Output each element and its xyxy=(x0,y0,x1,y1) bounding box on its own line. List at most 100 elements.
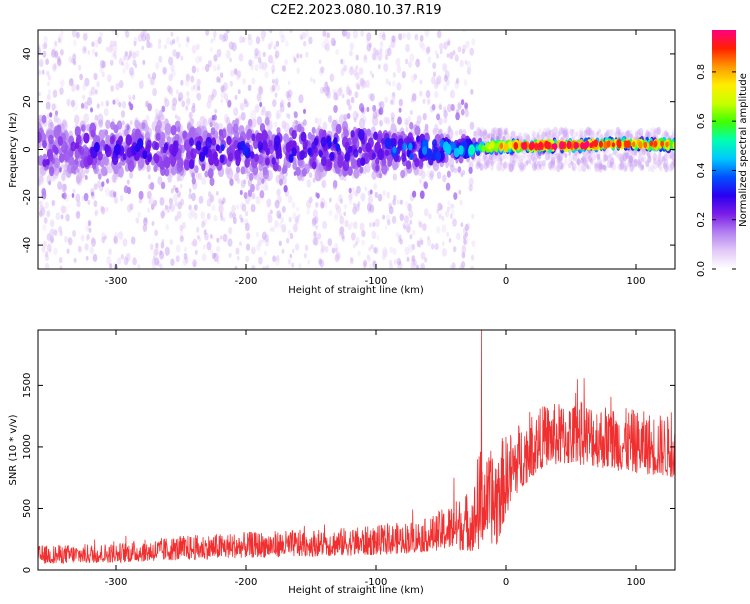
heatmap-cell xyxy=(458,128,463,136)
heatmap-cell xyxy=(368,222,372,228)
heatmap-cell xyxy=(591,130,595,136)
heatmap-cell xyxy=(229,178,234,187)
heatmap-cell xyxy=(126,186,132,195)
heatmap-cell xyxy=(38,58,44,68)
heatmap-cell xyxy=(468,144,475,156)
heatmap-cell xyxy=(459,199,463,206)
colorbar xyxy=(712,30,736,269)
heatmap-cell xyxy=(190,75,195,83)
heatmap-cell xyxy=(296,67,301,74)
heatmap-cell xyxy=(51,199,56,207)
heatmap-cell xyxy=(441,248,447,257)
heatmap-cell xyxy=(191,44,197,54)
heatmap-cell xyxy=(170,31,174,37)
heatmap-cell xyxy=(300,131,307,142)
heatmap-cell xyxy=(641,157,644,163)
heatmap-cell xyxy=(599,163,603,170)
heatmap-cell xyxy=(251,264,256,269)
heatmap-cell xyxy=(71,83,76,92)
heatmap-cell xyxy=(530,153,535,162)
heatmap-cell xyxy=(125,30,130,38)
heatmap-cell xyxy=(414,33,419,41)
heatmap-cell xyxy=(292,212,297,220)
heatmap-cell xyxy=(374,218,380,228)
heatmap-cell xyxy=(100,101,104,107)
heatmap-cell xyxy=(606,140,611,148)
heatmap-cell xyxy=(371,230,377,240)
heatmap-cell xyxy=(653,157,657,165)
heatmap-cell xyxy=(134,128,141,140)
heatmap-cell xyxy=(672,158,675,167)
heatmap-cell xyxy=(320,240,323,246)
heatmap-cell xyxy=(256,92,262,102)
heatmap-cell xyxy=(653,140,658,148)
heatmap-cell xyxy=(72,229,77,238)
heatmap-cell xyxy=(117,257,122,265)
heatmap-cell xyxy=(463,78,468,87)
heatmap-cell xyxy=(506,154,510,159)
heatmap-cell xyxy=(87,96,93,106)
heatmap-cell xyxy=(339,215,345,225)
heatmap-cell xyxy=(647,165,651,172)
heatmap-cell xyxy=(98,129,105,141)
heatmap-cell xyxy=(296,206,299,212)
heatmap-cell xyxy=(392,247,397,256)
heatmap-cell xyxy=(235,247,240,255)
heatmap-cell xyxy=(336,205,342,214)
heatmap-cell xyxy=(307,147,312,156)
heatmap-cell xyxy=(242,36,246,43)
heatmap-cell xyxy=(560,165,563,171)
heatmap-cell xyxy=(49,219,55,228)
heatmap-cell xyxy=(93,72,98,81)
heatmap-cell xyxy=(151,221,155,226)
heatmap-cell xyxy=(103,108,109,117)
heatmap-cell xyxy=(411,255,416,262)
heatmap-cell xyxy=(568,162,572,169)
heatmap-cell xyxy=(453,147,460,158)
heatmap-cell xyxy=(83,101,89,110)
heatmap-cell xyxy=(46,210,51,218)
heatmap-cell xyxy=(405,58,409,65)
heatmap-cell xyxy=(415,58,421,68)
heatmap-cell xyxy=(163,143,169,151)
heatmap-cell xyxy=(310,77,313,82)
heatmap-cell xyxy=(315,224,319,230)
heatmap-cell xyxy=(268,139,273,147)
heatmap-cell xyxy=(399,213,404,222)
heatmap-cell xyxy=(308,196,313,204)
heatmap-cell xyxy=(520,135,523,141)
heatmap-cell xyxy=(109,263,113,269)
heatmap-cell xyxy=(42,153,48,162)
heatmap-cell xyxy=(456,232,461,241)
heatmap-cell xyxy=(113,164,119,175)
heatmap-cell xyxy=(113,51,117,57)
heatmap-cell xyxy=(145,32,151,42)
heatmap-cell xyxy=(306,207,311,215)
heatmap-cell xyxy=(379,48,383,55)
heatmap-cell xyxy=(201,220,206,228)
heatmap-cell xyxy=(191,105,196,114)
heatmap-cell xyxy=(287,80,291,86)
heatmap-cell xyxy=(196,92,202,101)
heatmap-cell xyxy=(348,104,352,111)
heatmap-cell xyxy=(201,253,207,262)
heatmap-cell xyxy=(352,206,357,215)
heatmap-cell xyxy=(318,59,322,64)
heatmap-cell xyxy=(123,256,129,266)
heatmap-cell xyxy=(38,91,41,97)
heatmap-cell xyxy=(303,253,307,259)
heatmap-cell xyxy=(344,219,349,228)
heatmap-cell xyxy=(146,164,151,173)
heatmap-cell xyxy=(258,57,262,64)
heatmap-cell xyxy=(158,38,162,44)
heatmap-cell xyxy=(307,259,311,265)
heatmap-cell xyxy=(293,111,298,119)
heatmap-cell xyxy=(244,158,250,168)
heatmap-cell xyxy=(420,251,426,260)
heatmap-cell xyxy=(210,47,213,52)
heatmap-cell xyxy=(669,151,675,160)
heatmap-cell xyxy=(454,54,459,62)
heatmap-cell xyxy=(68,237,73,246)
heatmap-cell xyxy=(353,117,357,123)
heatmap-cell xyxy=(348,193,353,201)
